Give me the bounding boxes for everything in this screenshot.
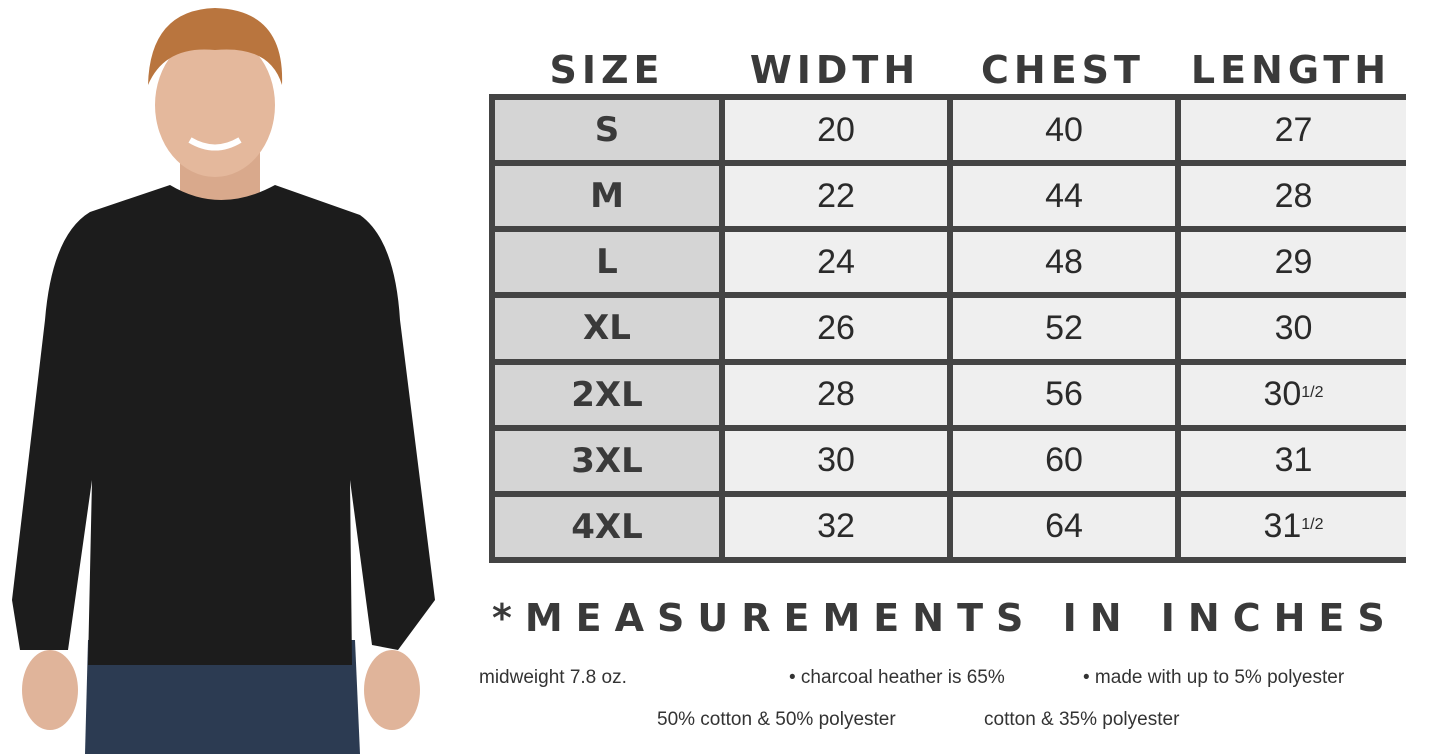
sweatshirt xyxy=(12,185,435,665)
width-cell-value: 30 xyxy=(817,441,855,480)
size-chart-table: S 20 40 27 M 22 44 28 L 24 48 29 XL 26 52 30 2XL 28 56 30 1/… xyxy=(489,94,1406,563)
length-cell-value: 30 xyxy=(1274,308,1313,347)
chest-cell: 44 xyxy=(953,166,1175,227)
size-cell-value: 3XL xyxy=(571,440,643,481)
charcoal-blend-text: cotton & 35% polyester xyxy=(984,709,1180,730)
chest-cell: 40 xyxy=(953,100,1175,161)
size-cell: S xyxy=(495,100,719,161)
length-cell: 27 xyxy=(1181,100,1406,161)
size-cell: 4XL xyxy=(495,496,719,557)
width-cell-value: 24 xyxy=(817,242,855,281)
length-cell: 31 xyxy=(1181,430,1406,491)
width-cell-value: 32 xyxy=(817,507,855,546)
width-cell: 32 xyxy=(725,496,947,557)
width-cell-value: 22 xyxy=(817,176,855,215)
jeans xyxy=(85,640,360,754)
length-cell-value: 29 xyxy=(1274,242,1313,281)
length-cell-value: 27 xyxy=(1274,110,1313,149)
size-cell-value: S xyxy=(594,110,620,151)
length-cell-value: 30 xyxy=(1263,375,1302,414)
length-cell: 29 xyxy=(1181,232,1406,293)
header-width: WIDTH xyxy=(749,48,921,92)
header-chest: CHEST xyxy=(981,48,1145,92)
chest-cell-value: 60 xyxy=(1045,441,1083,480)
length-cell: 30 xyxy=(1181,298,1406,359)
chest-cell: 52 xyxy=(953,298,1175,359)
size-cell: M xyxy=(495,166,719,227)
face xyxy=(155,33,275,177)
size-cell-value: L xyxy=(596,242,618,283)
width-cell: 30 xyxy=(725,430,947,491)
size-cell-value: XL xyxy=(583,308,631,349)
length-cell-value: 31 xyxy=(1274,441,1313,480)
width-cell: 28 xyxy=(725,364,947,425)
size-cell: 3XL xyxy=(495,430,719,491)
length-cell-value: 31 xyxy=(1263,507,1302,546)
size-cell: XL xyxy=(495,298,719,359)
length-cell: 30 1/2 xyxy=(1181,364,1406,425)
weight-text: midweight 7.8 oz. xyxy=(479,667,627,688)
chest-cell-value: 56 xyxy=(1045,375,1083,414)
chest-cell: 60 xyxy=(953,430,1175,491)
hair xyxy=(148,8,283,85)
cotton-polyester-text: 50% cotton & 50% polyester xyxy=(657,709,896,730)
chest-cell: 56 xyxy=(953,364,1175,425)
size-cell-value: 4XL xyxy=(571,506,643,547)
chest-cell: 48 xyxy=(953,232,1175,293)
header-size: SIZE xyxy=(549,48,665,92)
size-cell-value: M xyxy=(590,176,624,217)
size-cell: 2XL xyxy=(495,364,719,425)
right-hand xyxy=(364,650,420,730)
width-cell-value: 26 xyxy=(817,308,855,347)
chest-cell-value: 44 xyxy=(1045,176,1083,215)
model-photo xyxy=(0,0,470,754)
width-cell: 24 xyxy=(725,232,947,293)
polyester-text: • made with up to 5% polyester xyxy=(1083,667,1345,688)
size-cell-value: 2XL xyxy=(571,374,643,415)
length-fraction: 1/2 xyxy=(1301,515,1324,533)
chest-cell-value: 40 xyxy=(1045,110,1083,149)
length-fraction: 1/2 xyxy=(1301,383,1324,401)
size-cell: L xyxy=(495,232,719,293)
length-cell: 28 xyxy=(1181,166,1406,227)
width-cell: 26 xyxy=(725,298,947,359)
length-cell-value: 28 xyxy=(1274,176,1313,215)
length-cell: 31 1/2 xyxy=(1181,496,1406,557)
chest-cell: 64 xyxy=(953,496,1175,557)
header-length: LENGTH xyxy=(1190,48,1392,92)
width-cell: 20 xyxy=(725,100,947,161)
width-cell-value: 20 xyxy=(817,110,855,149)
charcoal-heather-text: • charcoal heather is 65% xyxy=(789,667,1005,688)
width-cell-value: 28 xyxy=(817,375,855,414)
chest-cell-value: 48 xyxy=(1045,242,1083,281)
measurements-note: *MEASUREMENTS IN INCHES xyxy=(492,596,1398,640)
width-cell: 22 xyxy=(725,166,947,227)
chest-cell-value: 52 xyxy=(1045,308,1083,347)
chest-cell-value: 64 xyxy=(1045,507,1083,546)
left-hand xyxy=(22,650,78,730)
